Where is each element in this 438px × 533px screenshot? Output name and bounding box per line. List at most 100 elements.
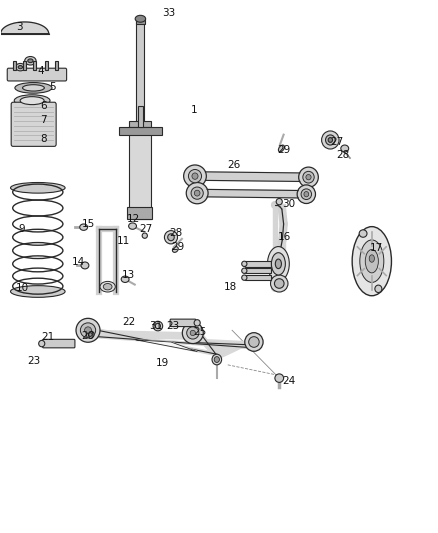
FancyBboxPatch shape xyxy=(11,102,56,147)
Ellipse shape xyxy=(85,327,92,334)
Ellipse shape xyxy=(297,185,315,204)
FancyBboxPatch shape xyxy=(13,61,16,70)
Ellipse shape xyxy=(375,285,382,293)
Ellipse shape xyxy=(15,63,25,71)
Text: 20: 20 xyxy=(81,330,95,341)
Ellipse shape xyxy=(15,83,52,93)
Ellipse shape xyxy=(11,286,65,297)
Polygon shape xyxy=(1,22,49,34)
Ellipse shape xyxy=(369,255,374,262)
FancyBboxPatch shape xyxy=(42,340,75,348)
Ellipse shape xyxy=(142,233,148,238)
Text: 19: 19 xyxy=(155,358,169,368)
Ellipse shape xyxy=(306,174,311,180)
Text: 7: 7 xyxy=(40,115,46,125)
Text: 22: 22 xyxy=(122,317,135,327)
Ellipse shape xyxy=(18,66,22,69)
Text: 31: 31 xyxy=(149,321,162,331)
Ellipse shape xyxy=(276,198,283,205)
Ellipse shape xyxy=(279,145,284,152)
Text: 1: 1 xyxy=(191,104,197,115)
FancyBboxPatch shape xyxy=(245,268,271,273)
Polygon shape xyxy=(282,204,286,288)
Text: 3: 3 xyxy=(16,22,23,33)
Ellipse shape xyxy=(153,321,162,331)
Text: 23: 23 xyxy=(27,356,40,366)
Ellipse shape xyxy=(81,323,95,338)
Ellipse shape xyxy=(359,230,367,237)
Ellipse shape xyxy=(184,165,206,187)
Ellipse shape xyxy=(76,318,100,342)
Ellipse shape xyxy=(303,171,314,183)
Ellipse shape xyxy=(188,169,201,183)
Text: 4: 4 xyxy=(38,66,44,76)
FancyBboxPatch shape xyxy=(33,61,36,70)
Ellipse shape xyxy=(214,357,219,362)
Ellipse shape xyxy=(194,320,200,326)
Text: 28: 28 xyxy=(336,150,349,160)
Text: 24: 24 xyxy=(283,376,296,386)
Text: 15: 15 xyxy=(81,219,95,229)
Text: 27: 27 xyxy=(139,224,152,234)
Text: 28: 28 xyxy=(169,228,182,238)
Text: 17: 17 xyxy=(370,243,383,253)
Ellipse shape xyxy=(81,262,89,269)
Ellipse shape xyxy=(245,333,263,351)
FancyBboxPatch shape xyxy=(119,127,162,135)
FancyBboxPatch shape xyxy=(136,22,144,128)
FancyBboxPatch shape xyxy=(245,261,271,266)
Ellipse shape xyxy=(268,247,289,281)
Ellipse shape xyxy=(299,167,318,187)
Text: 16: 16 xyxy=(278,232,291,243)
Ellipse shape xyxy=(11,182,65,193)
Ellipse shape xyxy=(271,275,288,292)
Ellipse shape xyxy=(168,234,174,241)
Ellipse shape xyxy=(173,247,178,252)
Ellipse shape xyxy=(88,333,92,336)
Text: 5: 5 xyxy=(49,82,55,92)
FancyBboxPatch shape xyxy=(7,68,67,81)
Ellipse shape xyxy=(187,327,199,339)
Text: 21: 21 xyxy=(41,332,55,342)
Ellipse shape xyxy=(242,261,247,266)
FancyBboxPatch shape xyxy=(45,61,48,70)
Ellipse shape xyxy=(352,227,392,296)
Text: 29: 29 xyxy=(277,144,290,155)
Ellipse shape xyxy=(275,279,284,288)
Text: 23: 23 xyxy=(166,321,180,331)
Ellipse shape xyxy=(25,56,36,65)
FancyBboxPatch shape xyxy=(170,319,196,327)
Text: 30: 30 xyxy=(283,199,296,209)
Text: 6: 6 xyxy=(40,101,46,111)
Ellipse shape xyxy=(155,324,160,329)
Ellipse shape xyxy=(276,259,282,269)
FancyBboxPatch shape xyxy=(129,121,151,127)
Polygon shape xyxy=(205,172,300,181)
Ellipse shape xyxy=(39,341,45,347)
Ellipse shape xyxy=(341,145,349,152)
Text: 8: 8 xyxy=(40,134,46,144)
Ellipse shape xyxy=(80,224,88,230)
Ellipse shape xyxy=(20,96,44,104)
Ellipse shape xyxy=(121,276,129,282)
FancyBboxPatch shape xyxy=(138,106,143,127)
FancyBboxPatch shape xyxy=(23,61,26,70)
Ellipse shape xyxy=(275,374,284,382)
Ellipse shape xyxy=(14,95,50,107)
Ellipse shape xyxy=(22,85,44,91)
Ellipse shape xyxy=(249,337,259,348)
Ellipse shape xyxy=(304,191,309,197)
FancyBboxPatch shape xyxy=(55,61,58,70)
Polygon shape xyxy=(136,340,197,352)
Ellipse shape xyxy=(164,231,177,244)
Polygon shape xyxy=(273,204,277,288)
Text: 12: 12 xyxy=(127,214,141,224)
Ellipse shape xyxy=(129,223,137,229)
Text: 9: 9 xyxy=(18,224,25,235)
Text: 11: 11 xyxy=(117,236,130,246)
Ellipse shape xyxy=(182,322,203,344)
Text: 14: 14 xyxy=(71,257,85,267)
Ellipse shape xyxy=(186,182,208,204)
Ellipse shape xyxy=(212,354,222,365)
Ellipse shape xyxy=(103,284,112,290)
